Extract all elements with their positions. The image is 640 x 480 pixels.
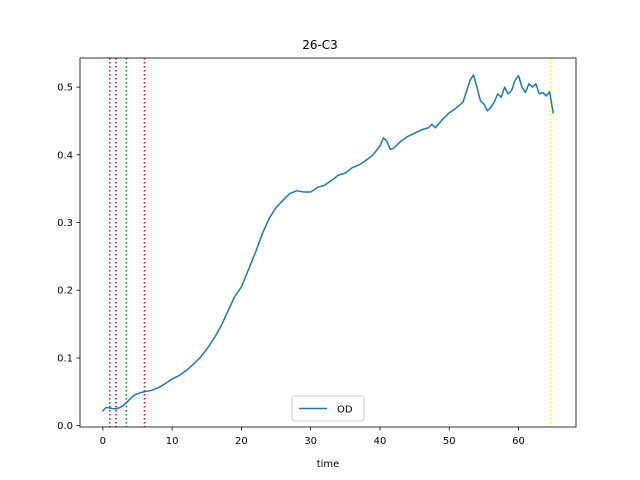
legend-label-od: OD	[337, 405, 353, 416]
x-tick-label-40: 40	[374, 436, 387, 447]
x-axis-label: time	[317, 459, 340, 470]
x-tick-label-10: 10	[166, 436, 179, 447]
x-tick-label-60: 60	[512, 436, 525, 447]
y-tick-label-0.4: 0.4	[57, 150, 73, 161]
legend: OD	[291, 395, 365, 422]
series-line-0	[101, 74, 555, 412]
x-tick-label-0: 0	[100, 436, 106, 447]
y-tick-label-0.1: 0.1	[57, 353, 73, 364]
axes-frame	[79, 57, 577, 428]
axes: 0 10 20 30 40 50 60 0.0 0.1 0.2 0.3 0.4 0.5	[57, 57, 577, 447]
x-tick-label-50: 50	[443, 436, 456, 447]
y-tick-label-0.2: 0.2	[57, 286, 73, 297]
y-tick-label-0: 0.0	[57, 421, 73, 432]
y-tick-label-0.5: 0.5	[57, 83, 73, 94]
x-tick-label-20: 20	[235, 436, 248, 447]
legend-frame	[291, 395, 365, 422]
plot-area	[101, 58, 555, 427]
chart-title: 26-C3	[302, 38, 338, 52]
y-tick-label-0.3: 0.3	[57, 218, 73, 229]
x-tick-label-30: 30	[304, 436, 317, 447]
